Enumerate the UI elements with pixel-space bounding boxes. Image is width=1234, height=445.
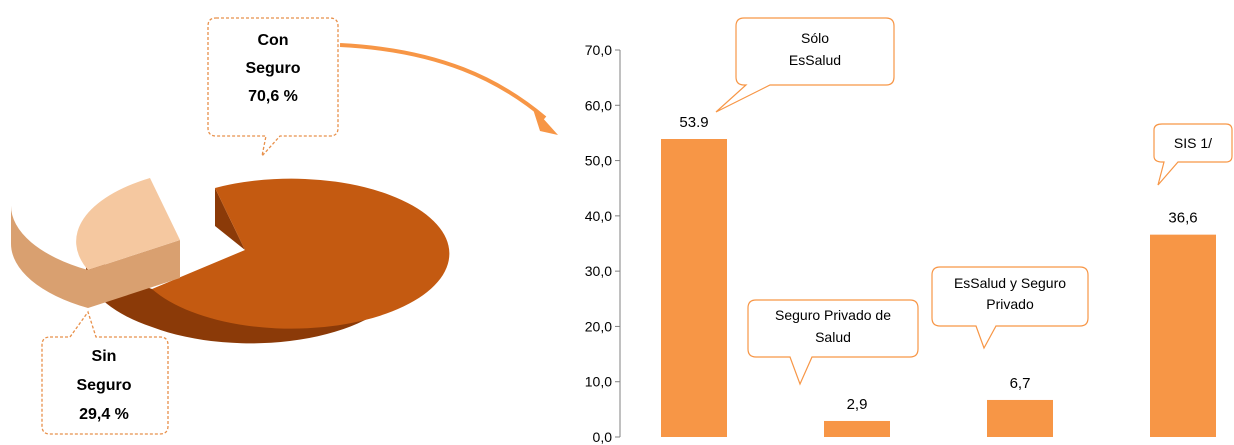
pie-callout-con-seguro: Con Seguro 70,6 % [207, 17, 339, 159]
pie-callout-sin-seguro: Sin Seguro 29,4 % [41, 310, 169, 435]
pie-slice-con-seguro [152, 178, 450, 329]
y-axis: 0,0 10,0 20,0 30,0 40,0 50,0 60,0 70,0 [585, 42, 621, 445]
bar-chart: 0,0 10,0 20,0 30,0 40,0 50,0 60,0 70,0 53.9 2,9 6… [585, 17, 1233, 445]
bar [987, 399, 1053, 437]
bar-data-label: 53.9 [679, 114, 708, 131]
bar-callout-sis-box [1153, 123, 1233, 186]
bar-callout-solo-essalud-box [715, 17, 895, 113]
pie-label-con-seguro-value: 70,6 % [248, 88, 298, 105]
bar [661, 139, 727, 437]
bar-callout-seguro-privado-line1: Seguro Privado de [775, 307, 891, 323]
pie-label-sin-seguro-line1: Sin [92, 348, 117, 365]
bar-callout-solo-essalud: Sólo EsSalud [715, 17, 895, 113]
connector-arrow [339, 43, 558, 135]
bar-callout-essalud-seguro-box [931, 266, 1089, 350]
bar-callout-sis-line1: SIS 1/ [1174, 135, 1212, 151]
y-tick-label: 30,0 [585, 263, 612, 279]
pie-label-sin-seguro-value: 29,4 % [79, 406, 129, 423]
pie-chart: Con Seguro 70,6 % Sin Seguro 29,4 % [10, 17, 450, 435]
pie-slice-sin-seguro [76, 178, 180, 270]
y-tick-label: 40,0 [585, 208, 612, 224]
pie-slice-sin-seguro-side [10, 205, 89, 308]
bar-data-label: 2,9 [847, 396, 868, 413]
bar-callout-seguro-privado-box [747, 299, 919, 386]
connector-arrow-line [339, 43, 547, 120]
y-tick-label: 20,0 [585, 318, 612, 334]
bar [824, 420, 890, 437]
connector-arrow-head [532, 106, 558, 135]
bar [1150, 234, 1216, 437]
pie-label-con-seguro-line2: Seguro [245, 60, 300, 77]
bars [661, 139, 1216, 437]
y-tick-label: 0,0 [593, 429, 613, 445]
pie-label-sin-seguro-line2: Seguro [76, 377, 131, 394]
y-tick-label: 10,0 [585, 374, 612, 390]
y-tick-label: 50,0 [585, 153, 612, 169]
bar-callout-solo-essalud-line2: EsSalud [789, 52, 841, 68]
pie-label-con-seguro-line1: Con [257, 32, 288, 49]
bar-callout-sis: SIS 1/ [1153, 123, 1233, 186]
bar-data-label: 6,7 [1010, 375, 1031, 392]
pie-callout-con-seguro-box [207, 17, 339, 159]
bar-data-label: 36,6 [1168, 210, 1197, 227]
y-tick-label: 70,0 [585, 42, 612, 58]
pie-slice-sin-seguro-side-right [88, 240, 180, 308]
bar-callout-essalud-seguro-line2: Privado [986, 296, 1034, 312]
bar-callout-seguro-privado-line2: Salud [815, 329, 851, 345]
bar-callout-seguro-privado: Seguro Privado de Salud [747, 299, 919, 386]
bar-callout-essalud-seguro: EsSalud y Seguro Privado [931, 266, 1089, 350]
bar-callout-solo-essalud-line1: Sólo [801, 30, 829, 46]
y-tick-label: 60,0 [585, 97, 612, 113]
data-labels: 53.9 2,9 6,7 36,6 [679, 114, 1197, 413]
bar-callout-essalud-seguro-line1: EsSalud y Seguro [954, 275, 1066, 291]
pie-callout-sin-seguro-box [41, 310, 169, 435]
